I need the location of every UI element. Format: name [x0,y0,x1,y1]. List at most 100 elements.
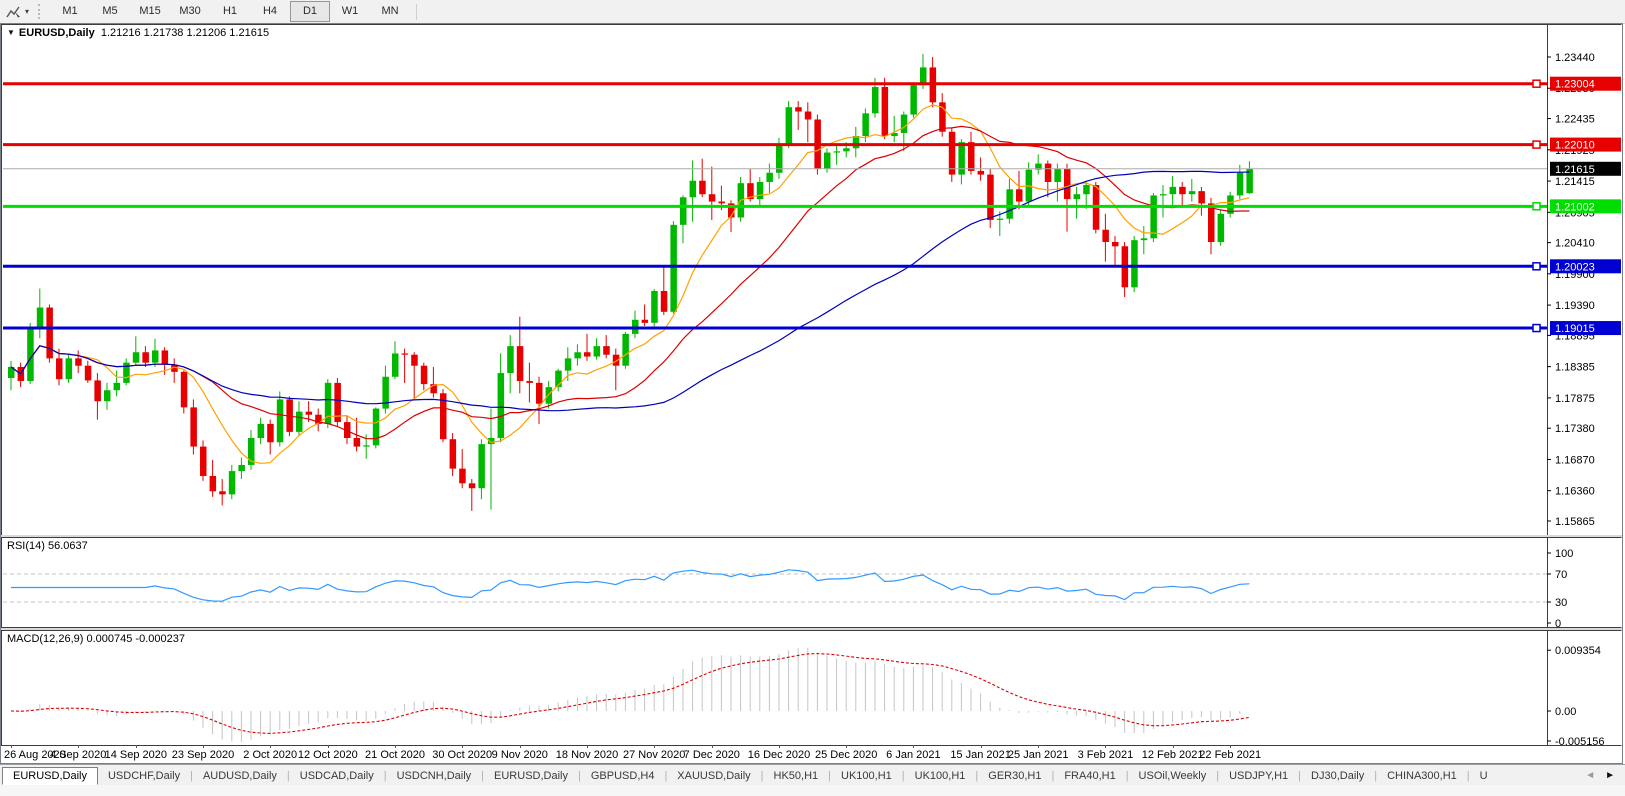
tab-separator: | [828,769,832,782]
ma-mid-line [10,125,1250,440]
rsi-indicator-panel[interactable]: 100 70 30 0 [1,537,1622,628]
timeframe-button-m1[interactable]: M1 [62,5,78,17]
toolbar-grip [38,4,43,19]
date-label: 30 Oct 2020 [432,749,493,761]
time-tick [980,745,982,748]
time-tick [135,745,137,748]
timeframe-button-m15[interactable]: M15 [139,5,161,17]
chart-tab-audusd-daily[interactable]: AUDUSD,Daily [202,769,277,782]
time-tick [270,745,272,748]
date-label: 7 Dec 2020 [683,749,740,761]
price-chart-panel[interactable]: 1.234401.229301.224351.219251.214151.209… [1,24,1622,536]
chart-tab-fra40-h1[interactable]: FRA40,H1 [1064,769,1116,782]
time-tick [1172,745,1174,748]
timeframe-button-h4[interactable]: H4 [262,5,278,17]
chart-tab-dj30-daily[interactable]: DJ30,Daily [1311,769,1365,782]
panel-divider[interactable] [1,628,1622,630]
time-tick [587,745,588,748]
time-tick [1105,745,1107,748]
chart-tab-eurusd-daily[interactable]: EURUSD,Daily [2,766,98,785]
tab-separator: | [1466,769,1470,782]
date-label: 12 Feb 2021 [1141,749,1204,761]
price-tick-label: 1.22435 [1555,114,1595,126]
timeframe-button-w1[interactable]: W1 [341,5,359,17]
hline-handle-3[interactable] [1532,262,1541,271]
rsi-label: RSI(14) 56.0637 [7,540,88,552]
date-label: 9 Nov 2020 [491,749,548,761]
collapse-triangle-icon[interactable]: ▼ [7,28,15,37]
tab-separator: | [975,769,979,782]
timeframe-button-d1[interactable]: D1 [290,1,331,22]
tab-separator: | [383,769,387,782]
chart-tab-xauusd-daily[interactable]: XAUUSD,Daily [677,769,751,782]
chart-tab-u[interactable]: U [1479,769,1488,782]
chart-tab-eurusd-daily[interactable]: EURUSD,Daily [494,769,568,782]
price-tick-label: 1.21415 [1555,176,1595,188]
time-tick [1038,745,1040,748]
panel-divider[interactable] [1,535,1622,537]
ma-fast-line [10,104,1250,464]
hline-price-label: 1.19015 [1555,323,1595,335]
price-tick-label: 1.18385 [1555,362,1595,374]
macd-histogram [20,647,1250,742]
macd-tick-label: 0.00 [1555,706,1576,718]
chart-tab-hk50-h1[interactable]: HK50,H1 [773,769,819,782]
chart-cursor-icon[interactable]: ▾ [0,2,33,21]
macd-tick-label: -0.005156 [1555,736,1605,746]
symbol-period-label: EURUSD,Daily [18,27,95,39]
chart-tab-uk100-h1[interactable]: UK100,H1 [914,769,966,782]
chart-tab-usdjpy-h1[interactable]: USDJPY,H1 [1229,769,1289,782]
chart-title: ▼ EURUSD,Daily 1.21216 1.21738 1.21206 1.… [7,27,269,39]
macd-label: MACD(12,26,9) 0.000745 -0.000237 [7,633,185,645]
chart-tab-ger30-h1[interactable]: GER30,H1 [988,769,1042,782]
rsi-line [11,569,1250,602]
timeframe-button-mn[interactable]: MN [381,5,399,17]
time-tick [78,745,80,748]
date-label: 25 Jan 2021 [1007,749,1069,761]
chart-tab-usdchf-daily[interactable]: USDCHF,Daily [107,769,181,782]
chart-tab-china300-h1[interactable]: CHINA300,H1 [1387,769,1457,782]
hline-handle-0[interactable] [1532,79,1541,88]
date-label: 22 Feb 2021 [1199,749,1262,761]
price-tick-label: 1.17380 [1555,423,1595,435]
tab-separator: | [1298,769,1302,782]
date-label: 27 Nov 2020 [622,749,686,761]
hline-price-label: 1.21002 [1555,201,1595,213]
hline-handle-4[interactable] [1532,323,1541,333]
hline-handle-2[interactable] [1532,202,1541,211]
time-tick [519,745,521,748]
time-tick [711,745,713,748]
chart-tab-gbpusd-h4[interactable]: GBPUSD,H4 [590,769,655,782]
price-tick-label: 1.19390 [1555,300,1595,312]
chart-tab-usdcad-daily[interactable]: USDCAD,Daily [299,769,374,782]
date-label: 14 Sep 2020 [104,749,167,761]
tab-separator: | [190,769,193,782]
time-axis: 26 Aug 2020 4 Sep 2020 14 Sep 2020 23 Sep 2… [1,745,1546,763]
timeframe-button-h1[interactable]: H1 [222,5,238,17]
tab-scroll-left-icon[interactable]: ◄ [1585,770,1596,781]
time-tick [11,745,12,748]
timeframe-button-m30[interactable]: M30 [179,5,201,17]
time-tick [395,745,396,748]
tab-separator: | [760,769,764,782]
time-tick [913,745,915,748]
hline-handle-1[interactable] [1532,140,1541,149]
chart-cursor-glyph [6,6,20,19]
timeframe-toolbar: ▾ M1 M5 M15 M30 H1 H4 D1 W1 MN [0,0,1625,24]
hline-price-label: 1.23004 [1555,79,1595,91]
chart-tab-usdcnh-daily[interactable]: USDCNH,Daily [396,769,472,782]
bid-price-label: 1.21615 [1555,164,1595,176]
timeframe-button-m5[interactable]: M5 [102,5,118,17]
chart-tab-bar: EURUSD,Daily USDCHF,Daily | AUDUSD,Daily | US… [0,764,1625,786]
time-tick [1230,745,1232,748]
chart-tab-usoil-weekly[interactable]: USOil,Weekly [1138,769,1207,782]
tab-separator: | [481,769,485,782]
tab-scroll-right-icon[interactable]: ► [1605,770,1615,781]
tab-separator: | [286,769,290,782]
macd-indicator-panel[interactable]: 0.009354 0.00 -0.005156 [1,630,1622,746]
date-label: 12 Oct 2020 [297,749,358,761]
time-tick [846,745,848,748]
tab-separator: | [1374,769,1378,782]
chart-tab-uk100-h1[interactable]: UK100,H1 [841,769,892,782]
